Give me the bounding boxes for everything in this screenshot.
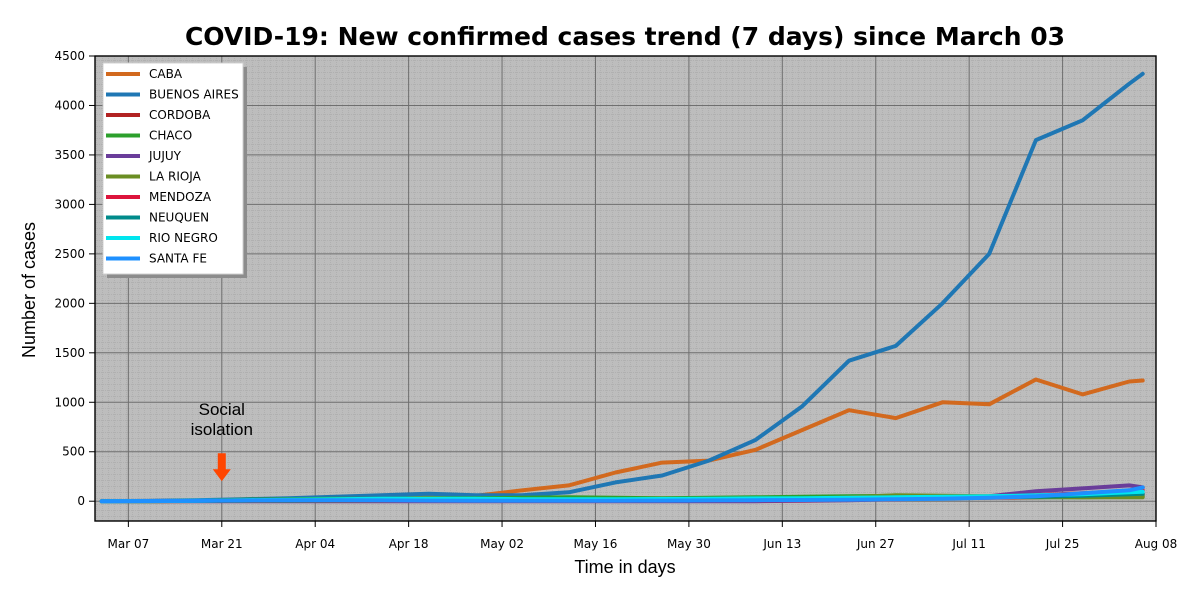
y-tick-label: 0 <box>77 494 85 508</box>
legend: CABA BUENOS AIRES CORDOBA CHACO JUJUY LA RIOJ… <box>102 62 247 278</box>
legend-label: LA RIOJA <box>149 170 202 184</box>
plot-border <box>94 55 1157 522</box>
x-tick-label: Aug 08 <box>1135 537 1178 551</box>
y-tick-label: 4500 <box>54 49 85 63</box>
legend-label: SANTA FE <box>149 252 207 266</box>
x-tick-label: Jul 25 <box>1045 537 1080 551</box>
legend-label: BUENOS AIRES <box>149 88 239 102</box>
legend-label: JUJUY <box>148 149 182 163</box>
x-tick-label: May 30 <box>667 537 711 551</box>
legend-label: NEUQUEN <box>149 211 209 225</box>
y-tick-label: 1000 <box>54 395 85 409</box>
plot-area <box>94 55 1157 522</box>
legend-label: CORDOBA <box>149 108 211 122</box>
chart-title: COVID-19: New confirmed cases trend (7 d… <box>185 22 1065 51</box>
y-tick-label: 3000 <box>54 197 85 211</box>
annotation-arrow <box>212 453 231 482</box>
y-tick-label: 2500 <box>54 247 85 261</box>
x-tick-label: Apr 04 <box>295 537 335 551</box>
y-tick-label: 3500 <box>54 148 85 162</box>
series-line <box>99 485 1145 504</box>
legend-label: RIO NEGRO <box>149 231 218 245</box>
legend-label: CABA <box>149 67 183 81</box>
x-tick-label: Jul 11 <box>951 537 986 551</box>
x-tick-label: May 02 <box>480 537 524 551</box>
x-tick-label: Mar 07 <box>107 537 149 551</box>
y-tick-label: 4000 <box>54 98 85 112</box>
x-tick-label: Jun 13 <box>762 537 801 551</box>
annotation: Social isolation <box>191 400 253 482</box>
x-axis-label: Time in days <box>574 557 675 577</box>
annotation-label: Social isolation <box>191 400 253 439</box>
minor-grid <box>95 56 1156 521</box>
x-tick-label: Mar 21 <box>201 537 243 551</box>
y-tick-label: 500 <box>62 445 85 459</box>
x-tick-label: May 16 <box>574 537 618 551</box>
x-axis: Mar 07 Mar 21 Apr 04 Apr 18 May 02 May 16 May … <box>107 521 1177 551</box>
series-lines <box>99 71 1145 504</box>
legend-label: CHACO <box>149 129 192 143</box>
y-tick-label: 1500 <box>54 346 85 360</box>
x-tick-label: Apr 18 <box>389 537 429 551</box>
y-tick-label: 2000 <box>54 296 85 310</box>
legend-label: MENDOZA <box>149 190 212 204</box>
x-tick-label: Jun 27 <box>856 537 895 551</box>
y-axis: 0 500 1000 1500 2000 2500 3000 3500 4000 4500 <box>54 49 95 508</box>
y-axis-label: Number of cases <box>19 222 39 358</box>
